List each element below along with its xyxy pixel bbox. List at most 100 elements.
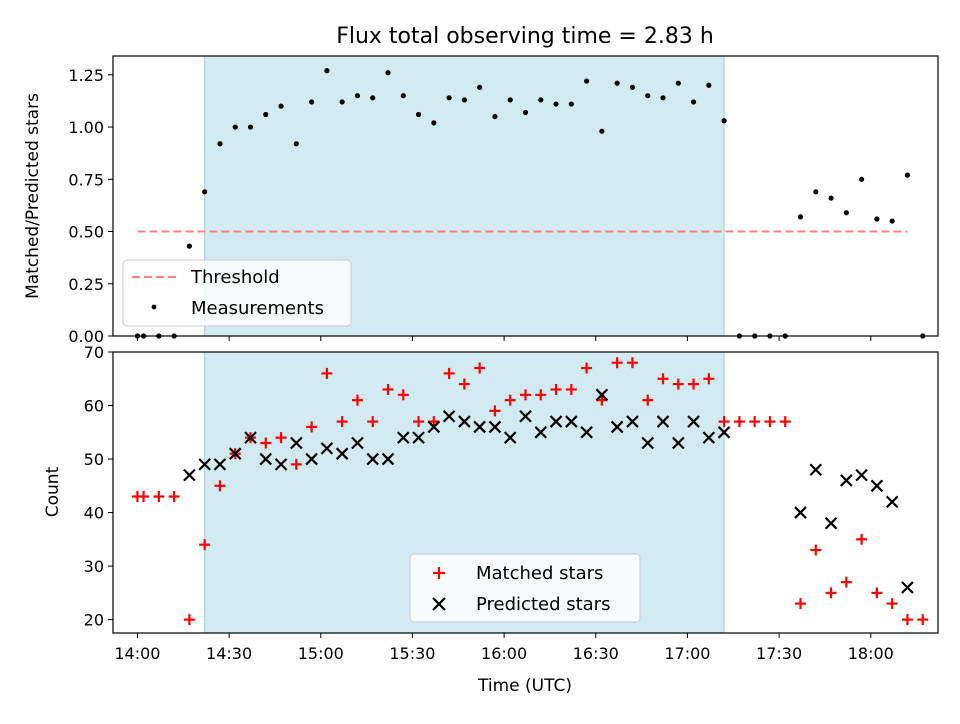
predicted-star-point xyxy=(840,474,853,487)
predicted-star-point xyxy=(595,388,609,402)
measurement-point xyxy=(690,99,697,105)
legend-predicted-label: Predicted stars xyxy=(476,594,610,615)
measurement-point xyxy=(675,80,681,86)
legend-measurements-swatch xyxy=(151,304,157,310)
matched-star-point xyxy=(657,373,669,385)
measurement-point xyxy=(232,124,238,130)
measurement-point xyxy=(354,93,361,99)
measurement-point xyxy=(263,111,269,118)
measurement-point xyxy=(813,189,819,195)
measurement-point xyxy=(446,95,452,101)
predicted-star-point xyxy=(519,409,532,423)
legend-matched-label: Matched stars xyxy=(476,563,603,584)
predicted-star-point xyxy=(458,415,471,428)
measurement-point xyxy=(431,120,437,126)
matched-star-point xyxy=(886,598,898,610)
matched-star-point xyxy=(917,614,929,626)
predicted-star-point xyxy=(259,452,273,466)
matched-star-point xyxy=(733,416,745,428)
predicted-star-point xyxy=(244,431,257,444)
bottom-xtick-label: 14:00 xyxy=(114,644,160,663)
measurement-point xyxy=(843,210,849,216)
bottom-ytick-label: 40 xyxy=(84,504,104,523)
matched-star-point xyxy=(397,389,409,401)
matched-star-point xyxy=(901,614,913,626)
measurement-point xyxy=(568,101,574,107)
measurement-point xyxy=(904,172,911,178)
measurement-point xyxy=(538,97,544,103)
predicted-star-point xyxy=(213,458,227,471)
predicted-star-point xyxy=(503,431,517,444)
predicted-star-point xyxy=(641,436,655,450)
bottom-legend: Matched stars Predicted stars xyxy=(409,553,641,623)
top-ytick-label: 1.00 xyxy=(68,118,104,137)
legend-predicted-swatch xyxy=(432,597,446,611)
bottom-ytick-label: 60 xyxy=(84,397,104,416)
predicted-star-point xyxy=(885,495,899,509)
measurement-point xyxy=(247,124,254,130)
predicted-star-point xyxy=(565,415,578,428)
measurement-point xyxy=(660,95,666,101)
measurement-point xyxy=(629,84,636,90)
measurement-point xyxy=(889,218,895,224)
top-ylabel: Matched/Predicted stars xyxy=(23,93,43,299)
matched-star-point xyxy=(565,383,577,395)
measurement-point xyxy=(599,128,605,134)
matched-star-point xyxy=(351,394,363,406)
chart-title: Flux total observing time = 2.83 h xyxy=(336,24,714,49)
measurement-point xyxy=(828,195,834,201)
matched-star-point xyxy=(749,416,761,428)
predicted-star-point xyxy=(549,415,563,428)
bottom-axes-frame xyxy=(112,351,939,634)
bottom-panel: 20 30 40 50 60 70 14:00 14:30 15:00 15:30 16:00 16… xyxy=(43,343,939,696)
predicted-star-point xyxy=(442,409,456,423)
matched-star-point xyxy=(183,614,195,626)
predicted-star-point xyxy=(228,447,242,460)
matched-star-point xyxy=(443,367,455,379)
legend-matched-swatch xyxy=(433,567,445,579)
top-ytick-label: 0.25 xyxy=(68,275,104,294)
predicted-star-point xyxy=(412,431,425,444)
measurement-point xyxy=(400,93,406,99)
predicted-star-point xyxy=(305,452,318,466)
bottom-xtick-label: 15:30 xyxy=(389,644,435,663)
predicted-star-point xyxy=(534,426,548,439)
matched-star-point xyxy=(489,405,501,417)
matched-star-point xyxy=(199,539,211,551)
top-ytick-label: 1.25 xyxy=(68,66,104,85)
top-ytick-label: 0.50 xyxy=(68,223,104,242)
measurement-point xyxy=(874,216,880,222)
measurement-point xyxy=(217,141,223,147)
predicted-star-point xyxy=(183,468,196,482)
matched-star-point xyxy=(138,491,150,503)
matched-star-point xyxy=(810,544,822,556)
matched-star-point xyxy=(290,458,302,470)
measurement-point xyxy=(293,141,299,147)
top-panel: 0.00 0.25 0.50 0.75 1.00 1.25 Matched/Predict… xyxy=(23,55,939,346)
matched-star-point xyxy=(550,383,562,395)
top-legend: Threshold Measurements xyxy=(122,259,352,327)
predicted-star-point xyxy=(794,506,807,519)
predicted-star-point xyxy=(855,468,868,482)
bottom-xtick-label: 17:30 xyxy=(756,644,802,663)
matched-star-point xyxy=(336,416,348,428)
matched-star-point xyxy=(703,373,715,385)
measurement-point xyxy=(324,68,330,74)
top-ytick-label: 0.00 xyxy=(68,327,104,346)
bottom-xtick-label: 17:00 xyxy=(664,644,710,663)
predicted-star-point xyxy=(809,463,823,477)
predicted-star-point xyxy=(473,420,486,434)
predicted-star-point xyxy=(717,426,731,439)
bottom-legend-box xyxy=(409,553,641,623)
predicted-star-point xyxy=(610,420,624,434)
measurement-point xyxy=(339,99,345,105)
matched-star-point xyxy=(168,491,180,503)
measurement-point xyxy=(721,118,727,124)
matched-star-point xyxy=(306,421,318,433)
measurement-point xyxy=(186,243,192,249)
matched-star-point xyxy=(275,432,287,444)
measurement-point xyxy=(706,82,712,88)
matched-star-point xyxy=(642,394,654,406)
